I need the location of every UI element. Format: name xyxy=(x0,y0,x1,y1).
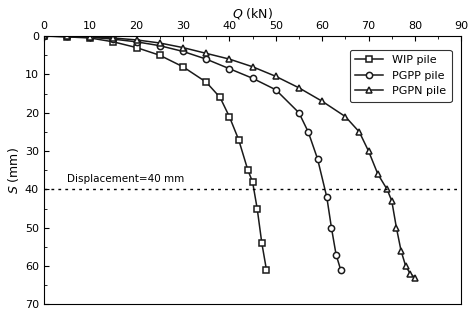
PGPN pile xyxy=(227,57,232,61)
WIP pile xyxy=(255,207,260,210)
WIP pile xyxy=(227,115,232,118)
PGPP pile xyxy=(203,57,209,61)
PGPN pile xyxy=(412,276,418,280)
PGPN pile xyxy=(87,35,93,39)
PGPP pile xyxy=(338,268,344,272)
PGPP pile xyxy=(157,44,163,48)
PGPN pile xyxy=(157,41,163,45)
Text: Displacement=40 mm: Displacement=40 mm xyxy=(67,174,184,184)
PGPP pile xyxy=(227,67,232,70)
Legend: WIP pile, PGPP pile, PGPN pile: WIP pile, PGPP pile, PGPN pile xyxy=(350,50,452,102)
WIP pile xyxy=(259,241,264,245)
PGPN pile xyxy=(375,172,381,176)
Line: WIP pile: WIP pile xyxy=(41,33,270,273)
PGPN pile xyxy=(134,38,139,42)
PGPP pile xyxy=(305,130,311,134)
WIP pile xyxy=(250,180,255,184)
PGPN pile xyxy=(296,86,302,90)
PGPN pile xyxy=(389,199,395,203)
PGPN pile xyxy=(403,264,409,268)
PGPP pile xyxy=(333,253,339,257)
PGPN pile xyxy=(110,36,116,40)
PGPP pile xyxy=(180,50,186,53)
WIP pile xyxy=(87,36,93,40)
PGPP pile xyxy=(87,35,93,39)
PGPP pile xyxy=(110,37,116,41)
PGPP pile xyxy=(324,195,329,199)
PGPP pile xyxy=(134,40,139,44)
WIP pile xyxy=(64,35,70,39)
WIP pile xyxy=(41,34,46,38)
PGPN pile xyxy=(319,99,325,103)
WIP pile xyxy=(157,53,163,57)
PGPN pile xyxy=(366,149,372,153)
PGPN pile xyxy=(180,46,186,50)
PGPN pile xyxy=(273,75,279,78)
WIP pile xyxy=(180,65,186,69)
WIP pile xyxy=(203,80,209,84)
PGPP pile xyxy=(41,34,46,38)
Line: PGPP pile: PGPP pile xyxy=(41,33,344,273)
PGPN pile xyxy=(41,34,46,38)
PGPN pile xyxy=(384,187,390,191)
X-axis label: $Q$ (kN): $Q$ (kN) xyxy=(232,6,273,21)
WIP pile xyxy=(264,268,269,272)
PGPN pile xyxy=(250,65,255,69)
WIP pile xyxy=(134,46,139,50)
PGPN pile xyxy=(393,226,399,230)
WIP pile xyxy=(110,40,116,44)
WIP pile xyxy=(236,138,241,142)
PGPP pile xyxy=(64,34,70,38)
PGPN pile xyxy=(203,52,209,55)
PGPN pile xyxy=(343,115,348,118)
PGPP pile xyxy=(315,157,320,161)
PGPP pile xyxy=(296,111,302,115)
PGPN pile xyxy=(408,272,413,276)
PGPN pile xyxy=(356,130,362,134)
Y-axis label: $S$ (mm): $S$ (mm) xyxy=(6,147,20,194)
WIP pile xyxy=(245,168,251,172)
PGPP pile xyxy=(328,226,334,230)
Line: PGPN pile: PGPN pile xyxy=(41,33,418,281)
PGPP pile xyxy=(273,88,279,92)
WIP pile xyxy=(217,95,223,99)
PGPN pile xyxy=(64,34,70,38)
PGPN pile xyxy=(398,249,404,253)
PGPP pile xyxy=(250,76,255,80)
